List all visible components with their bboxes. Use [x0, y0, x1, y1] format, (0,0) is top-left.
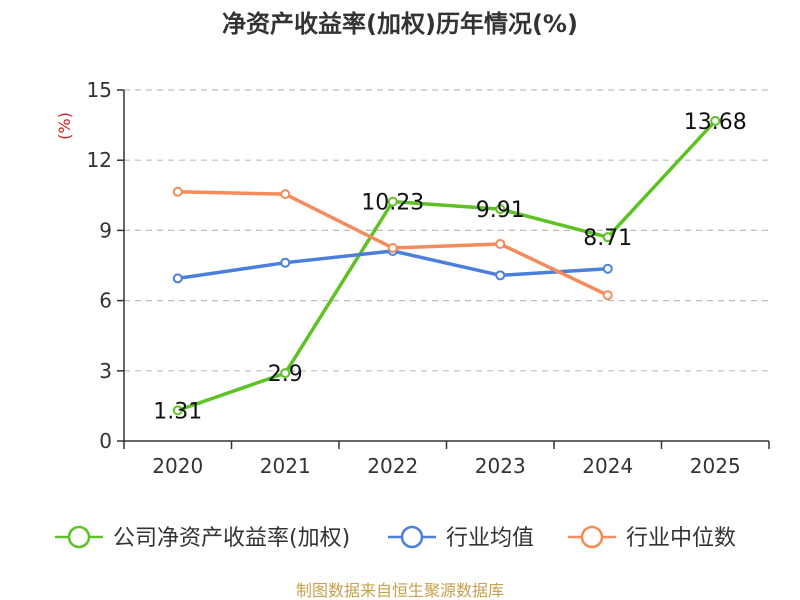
- series-point-0: [495, 204, 506, 215]
- legend-swatch-marker-0: [67, 525, 91, 549]
- legend-label-1: 行业均值: [446, 526, 534, 551]
- axes: [117, 89, 770, 449]
- x-tick-label: 2024: [582, 454, 633, 478]
- y-tick-label: 0: [99, 429, 112, 453]
- legend-swatch-marker-2: [580, 525, 604, 549]
- series-point-1: [280, 257, 291, 268]
- data-label: 2.9: [268, 362, 303, 387]
- y-tick-label: 3: [99, 359, 112, 383]
- y-ticks: 0 3 6 9 12 15: [87, 78, 112, 453]
- x-tick-label: 2020: [152, 454, 203, 478]
- y-tick-label: 15: [87, 78, 112, 102]
- legend: 公司净资产收益率(加权) 行业均值 行业中位数: [55, 525, 736, 551]
- data-label: 9.91: [476, 198, 525, 223]
- series-line-0: [177, 119, 717, 412]
- series-point-0: [387, 196, 398, 207]
- y-tick-label: 12: [87, 148, 112, 172]
- series-point-1: [172, 273, 183, 284]
- legend-label-2: 行业中位数: [626, 526, 736, 551]
- data-label: 10.23: [361, 191, 424, 216]
- gridlines: [124, 89, 769, 372]
- series-point-0: [602, 232, 613, 243]
- series-point-0: [710, 115, 721, 126]
- series-point-2: [495, 238, 506, 249]
- data-label: 8.71: [583, 226, 632, 251]
- legend-label-0: 公司净资产收益率(加权): [113, 526, 350, 551]
- series-point-2: [387, 242, 398, 253]
- legend-swatch-marker-1: [400, 525, 424, 549]
- y-axis-unit: (%): [55, 112, 74, 140]
- series-point-2: [172, 186, 183, 197]
- series-point-2: [602, 290, 613, 301]
- source-note: 制图数据来自恒生聚源数据库: [296, 581, 504, 600]
- series-point-1: [602, 263, 613, 274]
- data-labels: 1.31 2.9 10.23 9.91 8.71 13.68: [153, 110, 746, 424]
- x-ticks: 2020 2021 2022 2023 2024 2025: [152, 454, 740, 478]
- x-tick-label: 2025: [690, 454, 741, 478]
- series-point-1: [495, 270, 506, 281]
- series-point-0: [280, 368, 291, 379]
- data-label: 13.68: [684, 110, 747, 135]
- series-point-0: [172, 405, 183, 416]
- data-label: 1.31: [153, 399, 202, 424]
- y-tick-label: 6: [99, 289, 112, 313]
- x-tick-label: 2023: [475, 454, 526, 478]
- series: [172, 115, 721, 416]
- x-tick-label: 2022: [367, 454, 418, 478]
- series-point-2: [280, 189, 291, 200]
- y-tick-label: 9: [99, 218, 112, 242]
- chart-title: 净资产收益率(加权)历年情况(%): [222, 10, 578, 38]
- x-tick-label: 2021: [260, 454, 311, 478]
